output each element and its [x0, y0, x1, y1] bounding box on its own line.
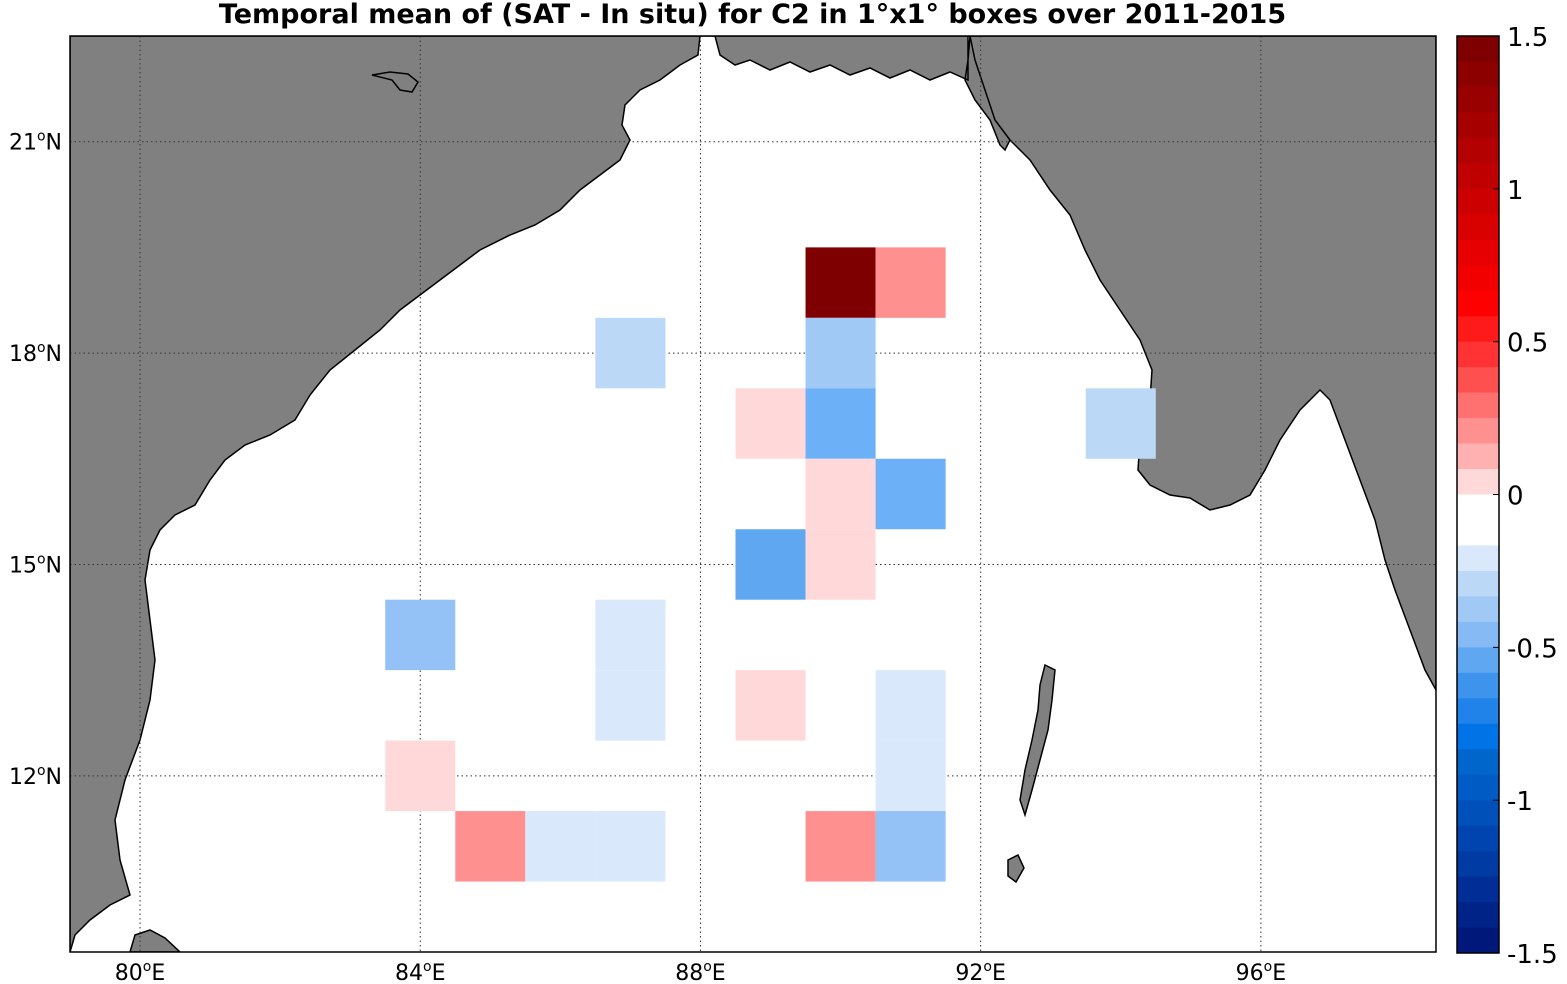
colorbar-tick-label: 0	[1507, 482, 1524, 512]
colorbar-segment	[1457, 86, 1499, 113]
colorbar-segment	[1457, 137, 1499, 164]
colorbar-segment	[1457, 36, 1499, 62]
colorbar-segment	[1457, 647, 1499, 674]
heatmap-cell	[805, 811, 876, 882]
land-small-island	[371, 71, 419, 93]
colorbar-segment	[1457, 545, 1499, 572]
colorbar-segment	[1457, 621, 1499, 648]
colorbar-segment	[1457, 188, 1499, 215]
heatmap-cell	[875, 458, 946, 530]
colorbar-segment	[1457, 723, 1499, 750]
colorbar-segment	[1457, 596, 1499, 623]
colorbar-segment	[1457, 672, 1499, 699]
colorbar-tick-label: -1.5	[1507, 940, 1558, 970]
colorbar-segment	[1457, 825, 1499, 852]
heatmap-cell	[735, 388, 806, 459]
heatmap-cell	[805, 317, 876, 389]
heatmap-cell	[805, 388, 876, 459]
heatmap-cell	[735, 529, 806, 600]
colorbar-segment	[1457, 418, 1499, 445]
colorbar-segment	[1457, 851, 1499, 878]
x-tick-label: 80oE	[115, 959, 165, 984]
colorbar-segment	[1457, 341, 1499, 368]
colorbar-segment	[1457, 469, 1499, 495]
colorbar-segment	[1457, 749, 1499, 776]
heatmap-cell	[875, 670, 946, 741]
heatmap-cell	[385, 599, 456, 671]
colorbar-segment	[1457, 316, 1499, 343]
colorbar-segment	[1457, 494, 1499, 521]
colorbar-segment	[1457, 443, 1499, 470]
colorbar-segment	[1457, 367, 1499, 394]
y-tick-label: 15oN	[9, 551, 62, 578]
colorbar-segment	[1457, 112, 1499, 139]
colorbar-segment	[1457, 265, 1499, 292]
colorbar	[1456, 35, 1500, 954]
heatmap-cell	[1085, 388, 1156, 459]
heatmap-cell	[595, 811, 666, 882]
x-tick-label: 92oE	[955, 959, 1005, 984]
land-myanmar	[969, 36, 1436, 691]
y-tick-label: 21oN	[9, 129, 62, 156]
colorbar-segment	[1457, 239, 1499, 266]
colorbar-segment	[1457, 214, 1499, 241]
colorbar-tick-labels: 1.5 1 0.5 0 -0.5 -1 -1.5	[1493, 23, 1558, 970]
colorbar-tick-label: 0.5	[1507, 329, 1548, 359]
x-tick-label: 84oE	[395, 959, 445, 984]
colorbar-tick-label: -1	[1507, 787, 1533, 817]
colorbar-segment	[1457, 774, 1499, 801]
colorbar-segment	[1457, 61, 1499, 88]
heatmap-cell	[875, 740, 946, 812]
heatmap-cell	[805, 529, 876, 600]
land-india	[70, 36, 701, 952]
colorbar-segment	[1457, 290, 1499, 317]
y-tick-label: 18oN	[9, 340, 62, 367]
colorbar-tick-label: -0.5	[1507, 634, 1558, 664]
heatmap-cell	[595, 599, 666, 671]
land-sri-lanka	[129, 929, 182, 952]
heatmap-cell	[595, 317, 666, 389]
heatmap-cell	[525, 811, 596, 882]
x-tick-label: 96oE	[1236, 959, 1286, 984]
chart-title: Temporal mean of (SAT - In situ) for C2 …	[218, 0, 1287, 30]
plot-frame	[69, 35, 1437, 953]
colorbar-segment	[1457, 570, 1499, 597]
heatmap-cell	[875, 811, 946, 882]
colorbar-tick-label: 1.5	[1507, 23, 1548, 53]
y-tick-label: 12oN	[9, 763, 62, 790]
heatmap-cell	[595, 670, 666, 741]
land-andaman-islands	[1007, 663, 1056, 884]
colorbar-segment	[1457, 392, 1499, 419]
colorbar-segment	[1457, 698, 1499, 725]
x-axis-tick-labels: 80oE 84oE 88oE 92oE 96oE	[115, 959, 1286, 984]
colorbar-segment	[1457, 927, 1499, 954]
heatmap-cell	[805, 458, 876, 530]
y-axis-tick-labels: 21oN 18oN 15oN 12oN	[9, 129, 62, 790]
heatmap-cell	[455, 811, 526, 882]
colorbar-segment	[1457, 519, 1499, 546]
colorbar-tick-label: 1	[1507, 176, 1524, 206]
colorbar-segment	[1457, 902, 1499, 929]
heatmap-cell	[385, 740, 456, 812]
heatmap-cell	[805, 247, 876, 318]
colorbar-segment	[1457, 800, 1499, 827]
colorbar-segment	[1457, 163, 1499, 190]
heatmap-cells	[385, 247, 1156, 882]
x-tick-label: 88oE	[675, 959, 725, 984]
heatmap-cell	[735, 670, 806, 741]
colorbar-segment	[1457, 876, 1499, 903]
heatmap-cell	[875, 247, 946, 318]
